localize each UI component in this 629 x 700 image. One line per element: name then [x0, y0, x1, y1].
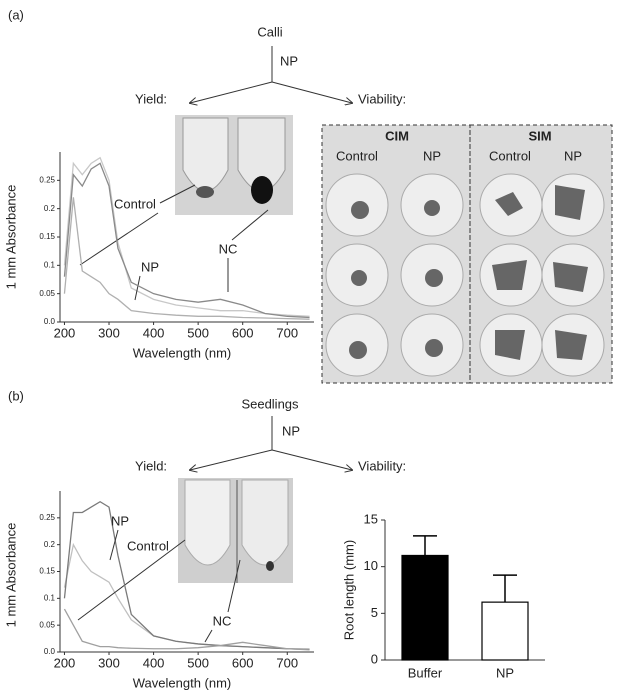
- x-tick-label: 600: [232, 325, 254, 340]
- series-label: Control: [114, 196, 156, 211]
- x-tick-label: NP: [496, 665, 514, 680]
- y-tick-label: 0.05: [39, 289, 55, 298]
- column-label: NP: [564, 148, 582, 163]
- tube-photo: [178, 478, 293, 583]
- x-axis-title: Wavelength (nm): [133, 345, 232, 360]
- y-tick-label: 0.25: [39, 175, 55, 184]
- treatment: NP: [282, 423, 300, 438]
- y-tick-label: 0.2: [44, 540, 56, 549]
- x-tick-label: 500: [187, 325, 209, 340]
- series-label: NC: [213, 613, 232, 628]
- pointer: [77, 539, 186, 621]
- arrow: [271, 81, 352, 103]
- x-tick-label: 600: [232, 655, 254, 670]
- arrow: [190, 81, 273, 103]
- spectrum-line: [63, 156, 310, 317]
- y-tick-label: 0.2: [44, 204, 56, 213]
- y-tick-label: 15: [364, 511, 378, 526]
- spectrum-line: [63, 500, 310, 650]
- x-tick-label: 300: [98, 325, 120, 340]
- column-label: Control: [336, 148, 378, 163]
- x-tick-label: Buffer: [408, 665, 443, 680]
- arrow: [271, 449, 352, 470]
- x-tick-label: 200: [54, 655, 76, 670]
- dish-photo: [321, 124, 613, 384]
- x-tick-label: 500: [187, 655, 209, 670]
- y-tick-label: 0.1: [44, 593, 56, 602]
- pointer: [109, 529, 119, 561]
- y-tick-label: 0.15: [39, 232, 55, 241]
- pointer: [227, 559, 241, 613]
- yield-label: Yield:: [135, 91, 167, 106]
- viability-label: Viability:: [358, 458, 406, 473]
- bar: [401, 554, 449, 661]
- group-title: SIM: [528, 128, 551, 143]
- y-tick-label: 0.0: [44, 647, 56, 656]
- pointer: [231, 209, 269, 241]
- pointer: [204, 629, 213, 643]
- y-tick-label: 0: [371, 651, 378, 666]
- series-label: NP: [111, 513, 129, 528]
- series-label: Control: [127, 538, 169, 553]
- tube-photo: [175, 115, 293, 215]
- column-label: Control: [489, 148, 531, 163]
- y-axis-title: Root length (mm): [341, 540, 356, 640]
- series-label: NC: [219, 241, 238, 256]
- pointer: [159, 184, 196, 204]
- sample: Seedlings: [241, 396, 299, 411]
- x-tick-label: 300: [98, 655, 120, 670]
- sample: Calli: [257, 24, 282, 39]
- y-axis-title: 1 mm Absorbance: [3, 523, 18, 628]
- x-tick-label: 700: [276, 325, 298, 340]
- spectrum-line: [63, 608, 310, 651]
- x-tick-label: 400: [143, 325, 165, 340]
- x-tick-label: 200: [54, 325, 76, 340]
- y-tick-label: 0.15: [39, 567, 55, 576]
- column-label: NP: [423, 148, 441, 163]
- panel-label: (a): [8, 7, 24, 22]
- bar: [481, 601, 529, 661]
- arrow: [190, 449, 273, 470]
- y-tick-label: 0.1: [44, 260, 56, 269]
- y-tick-label: 0.25: [39, 513, 55, 522]
- y-axis-title: 1 mm Absorbance: [3, 185, 18, 290]
- pointer: [134, 275, 141, 301]
- spectrum-line: [63, 162, 310, 319]
- viability-label: Viability:: [358, 91, 406, 106]
- series-label: NP: [141, 259, 159, 274]
- x-tick-label: 700: [276, 655, 298, 670]
- treatment: NP: [280, 53, 298, 68]
- panel-label: (b): [8, 388, 24, 403]
- x-axis-title: Wavelength (nm): [133, 675, 232, 690]
- y-tick-label: 10: [364, 558, 378, 573]
- pointer: [79, 212, 159, 266]
- spectrum-line: [63, 197, 310, 320]
- y-tick-label: 0.05: [39, 620, 55, 629]
- x-tick-label: 400: [143, 655, 165, 670]
- yield-label: Yield:: [135, 458, 167, 473]
- y-tick-label: 0.0: [44, 317, 56, 326]
- group-title: CIM: [385, 128, 409, 143]
- y-tick-label: 5: [371, 605, 378, 620]
